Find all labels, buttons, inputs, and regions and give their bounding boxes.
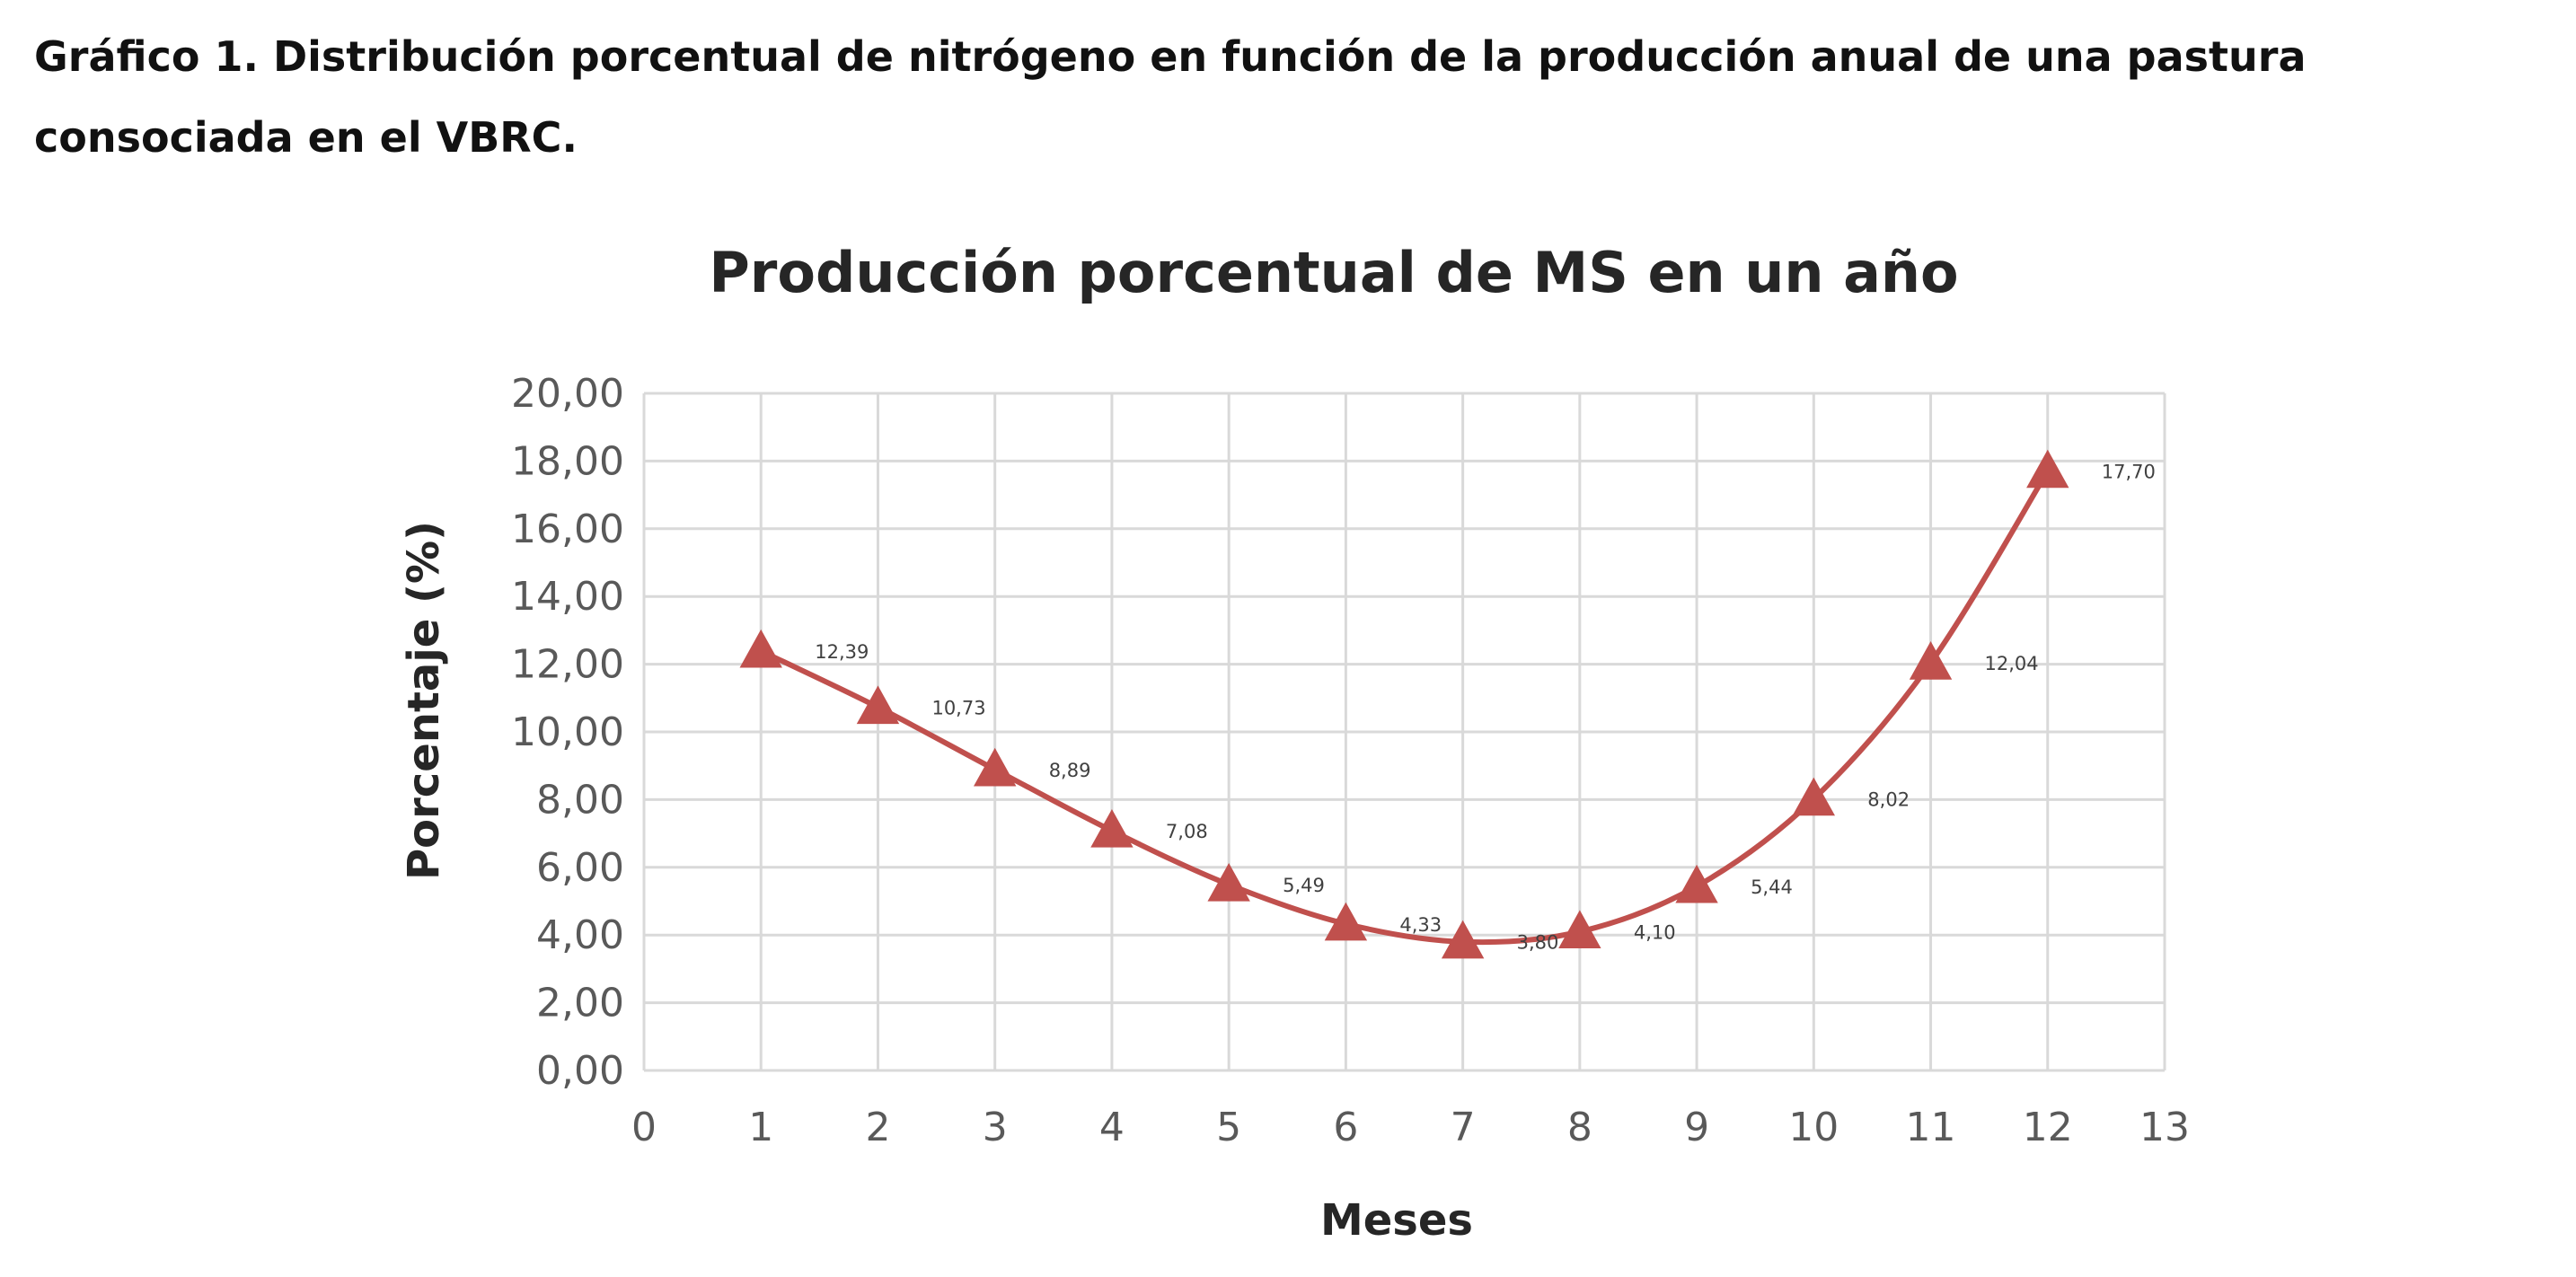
series-line [759, 470, 2051, 946]
x-axis-title: Meses [1320, 1195, 1473, 1246]
x-tick-label: 1 [748, 1105, 773, 1150]
y-tick-label: 14,00 [511, 574, 624, 620]
chart-title: Producción porcentual de MS en un año [709, 240, 1958, 305]
data-point-marker [1441, 920, 1485, 959]
y-tick-label: 16,00 [511, 506, 624, 552]
y-tick-label: 6,00 [536, 845, 624, 891]
data-point-marker [1909, 641, 1953, 680]
data-point-marker [2026, 449, 2069, 489]
axes: 0,00 2,00 4,00 6,00 8,00 10,00 12,00 14,00 16,00… [511, 371, 2190, 1150]
y-tick-label: 20,00 [511, 371, 624, 417]
data-label: 12,39 [815, 641, 869, 663]
figure-caption: Gráfico 1. Distribución porcentual de ni… [34, 32, 2307, 162]
data-point-marker [739, 629, 782, 668]
x-tick-label: 5 [1216, 1105, 1241, 1150]
data-label: 12,04 [1985, 653, 2039, 674]
data-label: 5,49 [1283, 875, 1325, 896]
x-tick-label: 12 [2023, 1105, 2073, 1150]
data-label: 4,33 [1399, 914, 1442, 936]
data-label: 8,02 [1867, 789, 1910, 811]
y-tick-label: 10,00 [511, 709, 624, 755]
x-tick-label: 7 [1451, 1105, 1476, 1150]
data-point-marker [856, 685, 900, 725]
y-tick-label: 12,00 [511, 642, 624, 688]
data-label: 7,08 [1166, 821, 1208, 842]
y-tick-label: 2,00 [536, 981, 624, 1026]
x-tick-label: 6 [1333, 1105, 1358, 1150]
data-label: 3,80 [1517, 932, 1559, 954]
data-label: 8,89 [1049, 760, 1091, 781]
y-tick-label: 8,00 [536, 777, 624, 823]
data-label: 10,73 [931, 697, 985, 718]
data-point-marker [1792, 777, 1836, 816]
data-point-marker [973, 747, 1017, 787]
data-label: 5,44 [1751, 876, 1793, 898]
data-label: 17,70 [2102, 462, 2156, 483]
data-point-marker [1558, 910, 1601, 949]
y-tick-label: 4,00 [536, 912, 624, 958]
y-tick-label: 0,00 [536, 1048, 624, 1094]
x-tick-label: 10 [1788, 1105, 1839, 1150]
y-tick-label: 18,00 [511, 438, 624, 484]
x-tick-label: 11 [1906, 1105, 1956, 1150]
x-tick-label: 4 [1099, 1105, 1125, 1150]
y-axis-title: Porcentaje (%) [399, 521, 449, 880]
x-tick-label: 2 [865, 1105, 890, 1150]
data-point-marker [1207, 862, 1250, 902]
gridlines [642, 392, 2166, 1072]
data-label: 4,10 [1634, 921, 1676, 943]
data-labels: 12,39 10,73 8,89 7,08 5,49 4,33 3,80 4,10 5,44 8,… [815, 462, 2156, 954]
x-tick-label: 3 [983, 1105, 1008, 1150]
x-tick-label: 0 [631, 1105, 657, 1150]
data-point-marker [1675, 864, 1718, 903]
data-point-marker [1324, 902, 1368, 941]
series [739, 449, 2069, 959]
x-tick-label: 8 [1567, 1105, 1592, 1150]
x-tick-label: 13 [2139, 1105, 2190, 1150]
x-tick-label: 9 [1684, 1105, 1709, 1150]
data-point-marker [1090, 809, 1134, 848]
